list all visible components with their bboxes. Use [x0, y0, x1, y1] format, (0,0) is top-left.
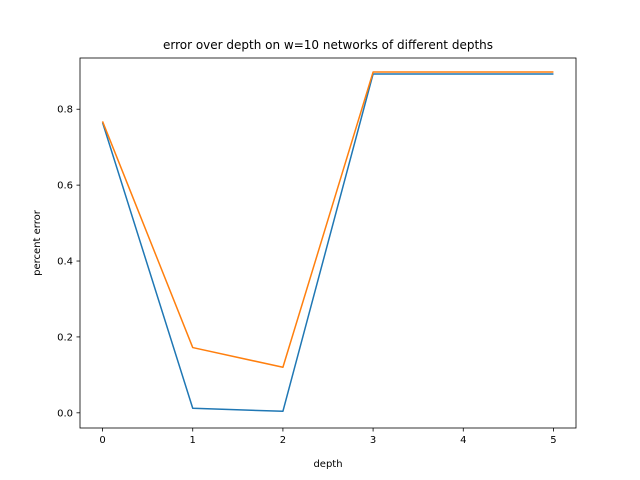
series-line-2 [101, 71, 554, 369]
x-tick-label: 2 [280, 435, 286, 446]
axes-frame [79, 57, 577, 429]
chart-title: error over depth on w=10 networks of dif… [163, 38, 493, 52]
y-tick-label: 0.2 [57, 332, 73, 343]
series-layer [101, 71, 554, 413]
x-tick-label: 0 [99, 435, 105, 446]
x-tick-label: 4 [460, 435, 466, 446]
x-tick-label: 1 [190, 435, 196, 446]
y-tick-label: 0.8 [57, 105, 73, 116]
x-tick-label: 3 [370, 435, 376, 446]
y-axis-label: percent error [32, 209, 43, 276]
x-axis-label: depth [313, 459, 342, 470]
y-tick-label: 0.0 [57, 408, 73, 419]
y-tick-label: 0.6 [57, 181, 73, 192]
ticks-layer: 0 1 2 3 4 5 0.0 0.2 0.4 0.6 0.8 [57, 105, 557, 446]
y-tick-label: 0.4 [57, 257, 73, 268]
series-line-1 [101, 73, 554, 413]
x-tick-label: 5 [550, 435, 556, 446]
